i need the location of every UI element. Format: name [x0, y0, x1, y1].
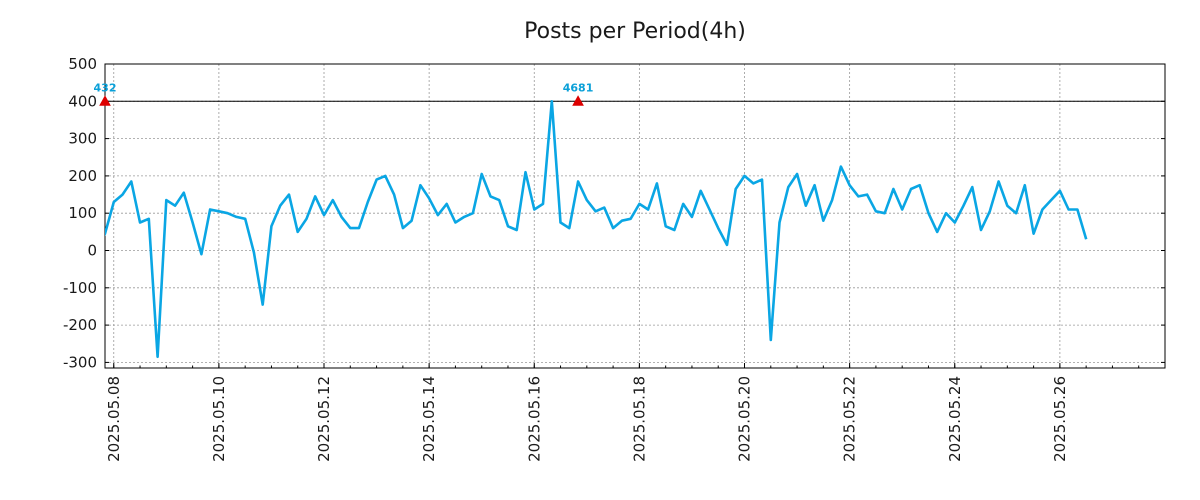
- annotations: 432 4681: [94, 81, 594, 106]
- series-line-0: [105, 100, 1088, 359]
- y-tick-label: 500: [68, 55, 97, 73]
- x-tick-label: 2025.05.24: [946, 376, 964, 462]
- x-tick-label: 2025.05.20: [736, 376, 754, 462]
- x-tick-label: 2025.05.12: [315, 376, 333, 462]
- series-layer: [105, 100, 1088, 359]
- x-tick-label: 2025.05.14: [420, 376, 438, 462]
- x-tick-label: 2025.05.10: [210, 376, 228, 462]
- tick-labels: 500 400 300 200 100 0 -100 -200 -300 2025.05.08 20…: [63, 55, 1069, 462]
- peak-marker: [572, 95, 584, 106]
- x-tick-label: 2025.05.22: [841, 376, 859, 462]
- peak-label: 4681: [563, 81, 594, 94]
- y-tick-label: 0: [87, 242, 97, 260]
- x-tick-label: 2025.05.18: [630, 376, 648, 462]
- grid-lines: [105, 63, 1165, 368]
- chart-title: Posts per Period(4h): [524, 19, 746, 44]
- y-tick-label: -300: [63, 353, 97, 371]
- y-tick-label: -100: [63, 279, 97, 297]
- y-tick-label: 200: [68, 167, 97, 185]
- peak-label: 432: [94, 81, 117, 94]
- axes: [104, 63, 1166, 369]
- x-tick-label: 2025.05.16: [525, 376, 543, 462]
- y-tick-label: -200: [63, 316, 97, 334]
- x-tick-label: 2025.05.26: [1051, 376, 1069, 462]
- x-tick-label: 2025.05.08: [105, 376, 123, 462]
- y-tick-label: 100: [68, 204, 97, 222]
- peak-marker: [99, 95, 111, 106]
- plot-frame: [104, 63, 1166, 369]
- y-tick-label: 300: [68, 130, 97, 148]
- y-tick-label: 400: [68, 92, 97, 110]
